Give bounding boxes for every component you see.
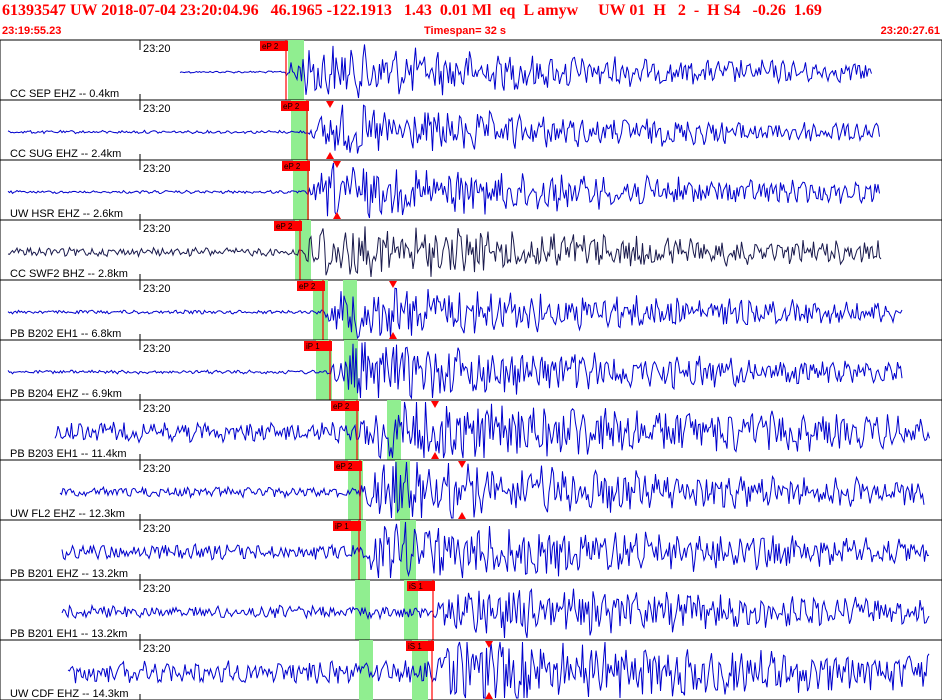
time-tick-label: 23:20 [143, 343, 171, 355]
pick-label: eP 2 [336, 462, 353, 471]
panel-border [0, 99, 942, 161]
panel-border [0, 39, 942, 101]
time-tick-label: 23:20 [143, 283, 171, 295]
channel-panel[interactable]: 23:20 eP 2 PB B202 EH1 -- 6.8km [0, 279, 942, 341]
waveform [67, 641, 930, 699]
channel-panel[interactable]: 23:20 iS 1 UW CDF EHZ -- 14.3km [0, 639, 942, 700]
waveform [7, 226, 882, 277]
marker-triangle-down[interactable] [389, 281, 397, 288]
channel-label: CC SWF2 BHZ -- 2.8km [10, 268, 128, 280]
pick-label: eP 2 [299, 282, 316, 291]
waveform [54, 401, 930, 460]
pick-flag[interactable] [282, 161, 310, 171]
time-tick-label: 23:20 [143, 103, 171, 115]
marker-triangle-down[interactable] [458, 461, 466, 468]
pick-label: eP 2 [333, 402, 350, 411]
waveform [59, 461, 925, 519]
channel-panel[interactable]: 23:20 eP 2 CC SEP EHZ -- 0.4km [0, 39, 942, 101]
waveform [7, 162, 880, 219]
channel-label: PB B203 EH1 -- 11.4km [10, 448, 127, 460]
marker-triangle-up[interactable] [431, 452, 439, 459]
waveform [179, 44, 872, 99]
channel-panel[interactable]: 23:20 iP 1 PB B204 EHZ -- 6.9km [0, 339, 942, 401]
pick-flag[interactable] [281, 101, 309, 111]
timespan: Timespan= 32 s [424, 25, 507, 37]
time-tick-label: 23:20 [143, 643, 171, 655]
pick-label: iS 1 [409, 582, 423, 591]
channel-panel[interactable]: 23:20 eP 2 UW FL2 EHZ -- 12.3km [0, 459, 942, 521]
phase-window [291, 100, 308, 160]
channel-label: CC SEP EHZ -- 0.4km [10, 88, 119, 100]
pick-label: eP 2 [276, 222, 293, 231]
pick-label: eP 2 [284, 162, 301, 171]
phase-window [316, 340, 332, 400]
marker-triangle-up[interactable] [326, 152, 334, 159]
marker-triangle-up[interactable] [389, 332, 397, 339]
pick-label: eP 2 [283, 102, 300, 111]
channel-label: UW CDF EHZ -- 14.3km [10, 688, 129, 700]
phase-window [295, 220, 311, 280]
channel-panel[interactable]: 23:20 eP 2 PB B203 EH1 -- 11.4km [0, 399, 942, 461]
waveform [61, 588, 930, 639]
start-time: 23:19:55.23 [2, 25, 62, 37]
marker-triangle-down[interactable] [326, 101, 334, 108]
pick-label: iS 1 [408, 642, 422, 651]
waveform [7, 287, 903, 340]
pick-flag[interactable] [407, 581, 435, 591]
channel-label: CC SUG EHZ -- 2.4km [10, 148, 121, 160]
phase-window [293, 160, 309, 220]
waveform [61, 521, 930, 579]
phase-window [359, 640, 373, 700]
waveform [7, 341, 903, 400]
time-tick-label: 23:20 [143, 583, 171, 595]
phase-window [400, 520, 416, 580]
waveform [7, 104, 880, 154]
pick-flag[interactable] [260, 41, 288, 51]
phase-window [343, 280, 357, 340]
channel-label: PB B204 EHZ -- 6.9km [10, 388, 122, 400]
time-tick-label: 23:20 [143, 223, 171, 235]
pick-label: eP 2 [262, 42, 279, 51]
panel-border [0, 159, 942, 221]
phase-window [404, 580, 418, 640]
channel-label: PB B201 EH1 -- 13.2km [10, 628, 127, 640]
pick-label: iP 1 [335, 522, 349, 531]
pick-flag[interactable] [274, 221, 302, 231]
pick-flag[interactable] [331, 401, 359, 411]
channel-panel[interactable]: 23:20 eP 2 UW HSR EHZ -- 2.6km [0, 159, 942, 221]
marker-triangle-up[interactable] [458, 512, 466, 519]
channel-panel[interactable]: 23:20 iS 1 PB B201 EH1 -- 13.2km [0, 579, 942, 641]
end-time: 23:20:27.61 [880, 25, 940, 37]
pick-label: iP 1 [306, 342, 320, 351]
time-tick-label: 23:20 [143, 463, 171, 475]
pick-flag[interactable] [334, 461, 362, 471]
channel-panel[interactable]: 23:20 iP 1 PB B201 EHZ -- 13.2km [0, 519, 942, 581]
pick-flag[interactable] [333, 521, 361, 531]
time-tick-label: 23:20 [143, 43, 171, 55]
marker-triangle-down[interactable] [333, 161, 341, 168]
channel-panel[interactable]: 23:20 eP 2 CC SWF2 BHZ -- 2.8km [0, 219, 942, 281]
channel-label: UW FL2 EHZ -- 12.3km [10, 508, 125, 520]
time-tick-label: 23:20 [143, 403, 171, 415]
channel-label: PB B201 EHZ -- 13.2km [10, 568, 128, 580]
event-title: 61393547 UW 2018-07-04 23:20:04.96 46.19… [2, 2, 822, 19]
channel-label: PB B202 EH1 -- 6.8km [10, 328, 121, 340]
pick-flag[interactable] [304, 341, 332, 351]
header: 61393547 UW 2018-07-04 23:20:04.96 46.19… [0, 0, 942, 40]
channel-label: UW HSR EHZ -- 2.6km [10, 208, 123, 220]
phase-window [313, 280, 328, 340]
pick-flag[interactable] [406, 641, 434, 651]
pick-flag[interactable] [297, 281, 325, 291]
marker-triangle-down[interactable] [485, 641, 493, 648]
channel-panel[interactable]: 23:20 eP 2 CC SUG EHZ -- 2.4km [0, 99, 942, 161]
time-tick-label: 23:20 [143, 163, 171, 175]
marker-triangle-up[interactable] [485, 692, 493, 699]
time-tick-label: 23:20 [143, 523, 171, 535]
phase-window [288, 40, 304, 100]
marker-triangle-up[interactable] [333, 212, 341, 219]
marker-triangle-down[interactable] [431, 401, 439, 408]
